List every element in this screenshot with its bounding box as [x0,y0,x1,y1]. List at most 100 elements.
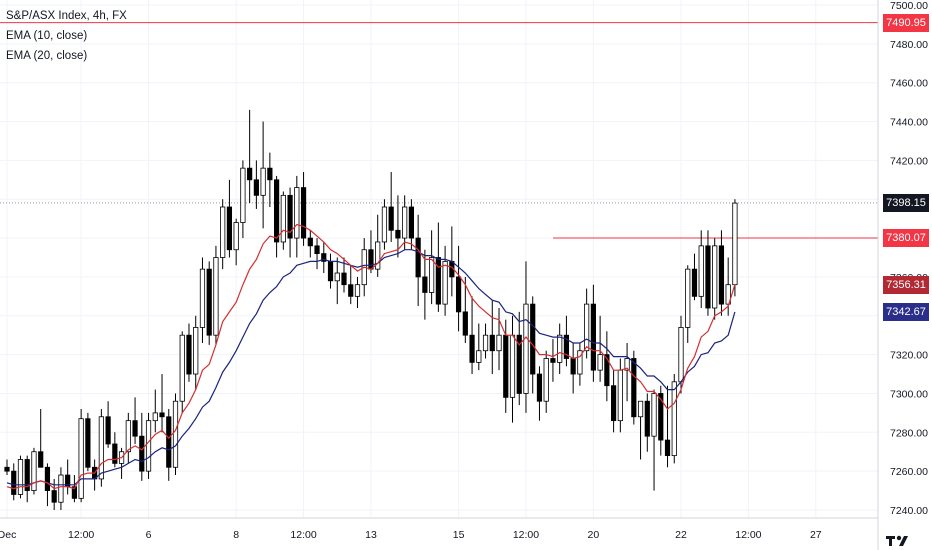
candle [732,199,738,297]
candle [604,331,610,402]
candle [300,172,307,246]
candle-body [435,257,441,305]
candle-body [496,334,502,352]
candle [179,331,185,413]
candle [718,230,725,316]
candle-body [321,253,327,262]
candle [651,389,657,491]
candle [563,315,570,367]
ema10-legend[interactable]: EMA (10, close) [6,30,88,42]
candle [24,455,30,503]
candle [395,195,401,258]
candle [314,238,320,270]
symbol-title[interactable]: S&P/ASX Index, 4h, FX [6,10,127,22]
candle [402,195,408,250]
candle-body [530,303,536,375]
candle [226,179,233,258]
candle [172,393,179,476]
candle-body [651,393,657,437]
candle [509,315,516,423]
candle-body [678,327,684,383]
candle-body [17,459,24,495]
candle-body [287,194,293,239]
candle-body [78,418,84,499]
x-tick-label: 27 [810,529,822,541]
candle-body [327,260,334,282]
candle [213,245,219,345]
candle-body [213,257,219,336]
tradingview-logo-icon[interactable] [884,533,924,547]
x-tick-label: 15 [453,529,465,541]
x-tick-label: 12:00 [513,529,539,541]
candle-body [718,245,725,305]
candle [193,315,199,390]
candle [327,253,334,289]
candle-body [125,420,131,453]
ema20-legend[interactable]: EMA (20, close) [6,50,88,62]
candle-body [132,420,138,437]
candle-body [644,400,650,437]
candle [267,152,273,207]
candle-body [570,358,576,375]
candle [65,459,71,495]
candle [307,230,313,258]
candle [691,253,698,301]
candle [31,447,37,495]
x-tick-label: 12:00 [290,529,316,541]
candle-body [368,249,374,270]
x-tick-label: 8 [233,529,239,541]
candle-body [476,350,482,363]
candle [145,412,152,479]
candle-body [98,416,104,480]
candle [132,397,138,444]
candle [220,199,226,270]
candle-body [139,435,145,472]
candle-body [395,229,401,239]
candle [247,109,253,204]
candle [92,459,98,491]
candle-body [294,187,300,239]
candle [166,409,172,481]
candle-body [273,179,280,243]
candle [152,389,158,433]
candle [159,374,165,433]
candle-body [563,334,570,359]
candle [644,393,650,452]
candle-body [503,334,509,398]
candle-body [691,268,698,297]
candle [233,218,239,266]
candle-body [334,272,340,282]
candle [4,459,10,476]
candle-body [348,284,354,297]
candle [17,455,24,499]
candle-body [220,206,226,258]
candle-body [4,466,10,472]
candle [422,249,428,320]
candle [611,370,617,433]
candle-body [159,412,165,418]
candle [577,342,583,386]
candle-body [11,470,17,495]
candle-body [482,334,489,352]
candle-body [543,358,549,402]
ema-lines [6,223,736,490]
candle-body [233,222,239,251]
candle-body [725,284,731,305]
y-tick-label: 7480.00 [890,39,928,51]
candle-body [732,202,738,286]
current-price-label: 7398.15 [883,193,929,212]
candle [321,241,327,274]
candle-body [85,418,91,468]
candle-body [145,420,152,472]
ema10-line [6,223,736,490]
candle-body [611,385,617,422]
candle [44,463,51,507]
candle-body [442,260,448,305]
candle [489,300,495,375]
candle [375,214,381,277]
candle-body [267,167,273,181]
y-tick-label: 7320.00 [890,350,928,362]
candle-body [408,206,415,239]
candle [105,401,111,448]
candle-body [31,451,37,491]
